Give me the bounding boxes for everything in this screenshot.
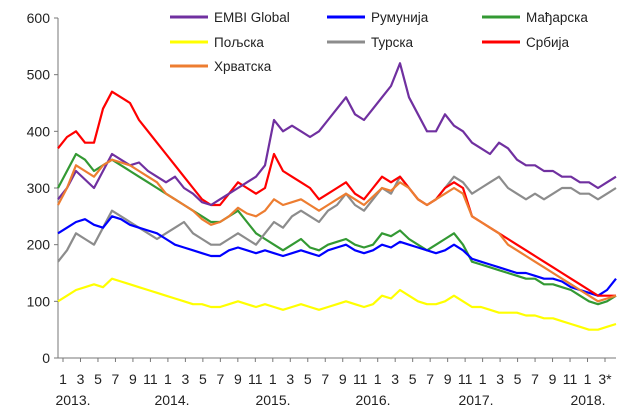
x-tick-label: 1	[269, 371, 277, 387]
y-tick-label: 100	[27, 293, 51, 309]
legend-label: Пољска	[214, 35, 264, 50]
legend: EMBI Global Румунија Мађарска Пољска Турска С…	[170, 10, 588, 74]
x-year-label: 2013.	[55, 392, 90, 408]
legend-item: Румунија	[327, 10, 429, 25]
x-tick-label: 7	[321, 371, 329, 387]
x-year-label: 2014.	[154, 392, 189, 408]
legend-item: EMBI Global	[170, 10, 290, 25]
series-lines	[57, 62, 617, 331]
x-tick-label: 5	[199, 371, 207, 387]
legend-item: Србија	[482, 35, 570, 50]
x-tick-label: 7	[216, 371, 224, 387]
x-tick-label: 9	[129, 371, 137, 387]
series-line-2	[57, 152, 617, 306]
x-tick-label: 5	[304, 371, 312, 387]
legend-label: Турска	[371, 35, 414, 50]
x-year-label: 2018.	[570, 392, 605, 408]
series-line-5	[57, 90, 616, 297]
x-tick-label: 1	[164, 371, 172, 387]
x-tick-label: 11	[248, 371, 263, 387]
x-tick-label: 1	[59, 371, 67, 387]
x-tick-label: 3	[181, 371, 189, 387]
series-line-4	[57, 175, 617, 263]
y-tick-label: 200	[27, 237, 51, 253]
legend-item: Хрватска	[170, 59, 272, 74]
x-tick-label: 5	[94, 371, 102, 387]
x-year-label: 2016.	[355, 392, 390, 408]
series-line-6	[57, 158, 617, 303]
legend-label: Мађарска	[526, 10, 588, 25]
series-line-3	[57, 277, 617, 331]
x-tick-label: 5	[514, 371, 522, 387]
x-tick-label: 3	[77, 371, 85, 387]
x-year-label: 2017.	[458, 392, 493, 408]
x-tick-label: 1	[374, 371, 382, 387]
x-tick-label: 3	[286, 371, 294, 387]
x-tick-label: 1	[584, 371, 592, 387]
series-line-1	[57, 215, 617, 297]
x-tick-label: 3*	[598, 371, 612, 387]
legend-item: Пољска	[170, 35, 264, 50]
x-tick-label: 1	[479, 371, 487, 387]
x-tick-label: 11	[458, 371, 473, 387]
legend-item: Мађарска	[482, 10, 588, 25]
x-tick-label: 9	[549, 371, 557, 387]
legend-label: Румунија	[371, 10, 429, 25]
x-axis: 1 3 5 7 9 11 1 3 5 7 9 11 1 3 5 7 9 11 1 3 5 7 9 11 1 3 5 7 9 11 1 3*20…	[55, 357, 616, 408]
y-tick-label: 0	[42, 350, 50, 366]
x-tick-label: 7	[531, 371, 539, 387]
x-tick-label: 3	[391, 371, 399, 387]
y-tick-label: 400	[27, 123, 51, 139]
y-tick-label: 500	[27, 67, 51, 83]
legend-item: Турска	[327, 35, 414, 50]
x-tick-label: 5	[409, 371, 417, 387]
y-tick-label: 600	[27, 10, 51, 26]
x-tick-label: 7	[426, 371, 434, 387]
x-tick-label: 11	[353, 371, 368, 387]
legend-label: Србија	[526, 35, 570, 50]
x-tick-label: 9	[444, 371, 452, 387]
x-year-label: 2015.	[255, 392, 290, 408]
legend-label: EMBI Global	[214, 10, 290, 25]
x-tick-label: 7	[112, 371, 120, 387]
x-tick-label: 9	[339, 371, 347, 387]
x-tick-label: 11	[563, 371, 578, 387]
x-tick-label: 9	[234, 371, 242, 387]
y-axis: 0 100 200 300 400 500 600	[27, 10, 59, 366]
y-tick-label: 300	[27, 180, 51, 196]
x-tick-label: 11	[143, 371, 158, 387]
series-line-0	[57, 62, 617, 207]
legend-label: Хрватска	[214, 59, 272, 74]
x-tick-label: 3	[496, 371, 504, 387]
